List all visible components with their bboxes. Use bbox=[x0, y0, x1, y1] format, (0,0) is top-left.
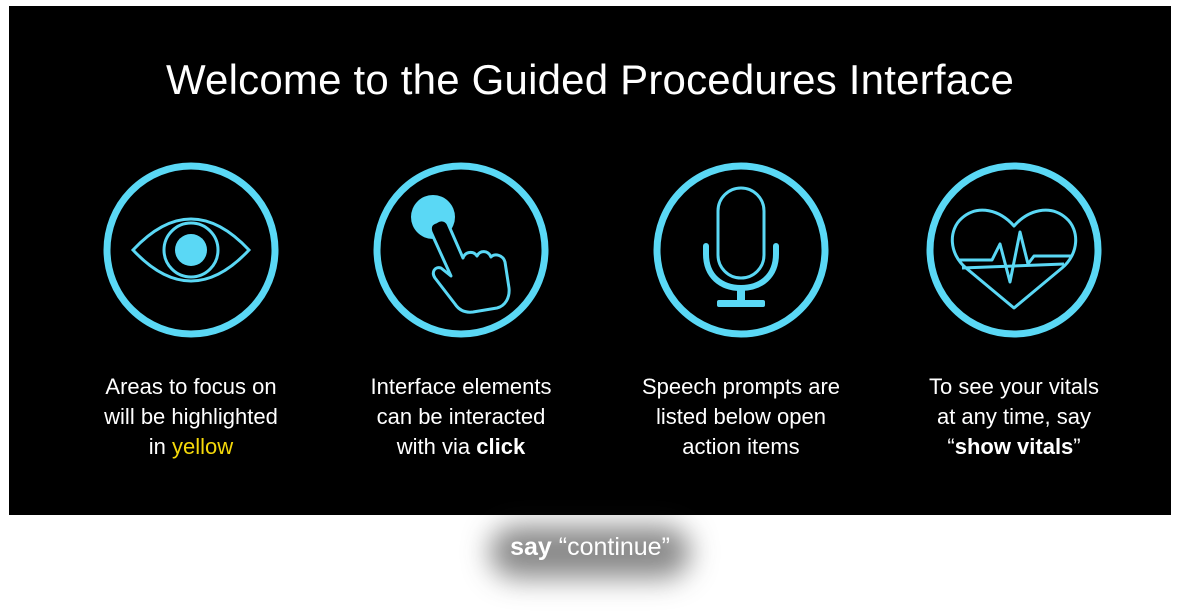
interaction-card: Interface elements can be interacted wit… bbox=[331, 160, 591, 462]
microphone-icon bbox=[653, 162, 829, 338]
speech-prompts-caption: Speech prompts are listed below open act… bbox=[641, 374, 841, 459]
show-vitals-keyword: show vitals bbox=[954, 434, 1074, 459]
click-keyword: click bbox=[476, 434, 526, 459]
heart-pulse-icon bbox=[926, 162, 1102, 338]
focus-areas-caption: Areas to focus on will be highlighted in… bbox=[104, 374, 278, 459]
vitals-card: To see your vitals at any time, say “sho… bbox=[884, 160, 1144, 462]
interaction-caption: Interface elements can be interacted wit… bbox=[370, 374, 552, 459]
continue-command: “continue” bbox=[551, 533, 670, 561]
tap-hand-icon bbox=[373, 162, 549, 338]
page-title: Welcome to the Guided Procedures Interfa… bbox=[165, 56, 1015, 103]
vitals-caption: To see your vitals at any time, say “sho… bbox=[929, 374, 1099, 459]
eye-icon bbox=[103, 162, 279, 338]
yellow-highlight-word: yellow bbox=[172, 434, 234, 459]
voice-prompt: say “continue” bbox=[460, 518, 720, 588]
continue-voice-command[interactable]: say “continue” bbox=[460, 533, 720, 562]
say-label: say bbox=[510, 533, 552, 561]
focus-areas-card: Areas to focus on will be highlighted in… bbox=[61, 160, 321, 462]
speech-prompts-card: Speech prompts are listed below open act… bbox=[611, 160, 871, 462]
voice-prompt-backdrop bbox=[490, 526, 690, 578]
